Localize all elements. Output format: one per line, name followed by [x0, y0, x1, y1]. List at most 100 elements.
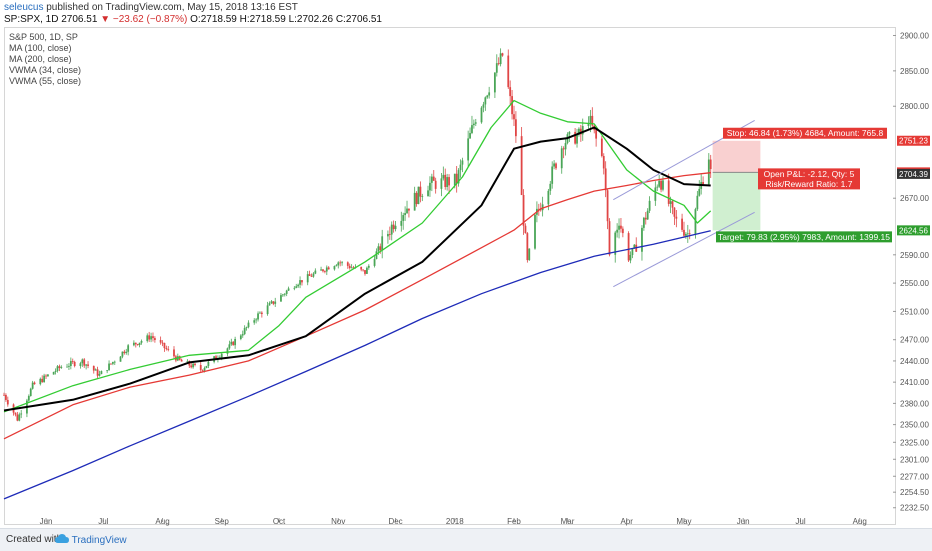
tradingview-brand[interactable]: TradingView [55, 533, 127, 546]
legend-item-ma200[interactable]: MA (200, close) [9, 54, 72, 64]
candle-body [568, 131, 571, 135]
candle-body [173, 349, 175, 357]
candle-body [604, 168, 607, 191]
legend-item-symbol[interactable]: S&P 500, 1D, SP [9, 32, 78, 42]
candle-body [266, 305, 269, 315]
candle-body [480, 107, 483, 123]
candle-body [125, 351, 128, 354]
candle-body [110, 363, 112, 365]
series-line [3, 172, 711, 440]
candle-body [446, 177, 449, 187]
candle-body [348, 265, 351, 268]
x-tick-label: Sep [215, 517, 230, 526]
candle-body [96, 369, 99, 376]
candle-body [537, 208, 540, 210]
candle-body [152, 336, 154, 339]
author-link[interactable]: seleucus [4, 2, 44, 13]
candle-body [205, 365, 208, 368]
candle-body [497, 63, 500, 65]
candle-body [322, 269, 324, 272]
candle-body [648, 200, 651, 211]
candle-body [239, 335, 242, 339]
candle-body [671, 201, 674, 208]
candle-body [388, 234, 391, 235]
candle-body [364, 270, 366, 274]
candle-body [453, 173, 456, 186]
candle-body [58, 366, 61, 368]
rr-label-bg [758, 178, 860, 190]
footer-bar: Created with TradingView [0, 528, 932, 551]
x-tick-label: May [676, 517, 691, 526]
candle-body [442, 174, 445, 179]
candle-body [194, 363, 196, 366]
candle-body [41, 378, 44, 383]
candle-body [581, 126, 584, 135]
y-tick-label: 2550.00 [900, 279, 929, 288]
candle-body [373, 258, 376, 266]
candle-body [287, 288, 290, 291]
y-tick-label: 2232.50 [900, 504, 929, 513]
channel-lower [613, 211, 755, 288]
candle-body [392, 224, 395, 230]
candle-body [507, 55, 510, 88]
symbol-label: SP:SPX, 1D [4, 14, 59, 25]
candle-body [541, 204, 544, 211]
candle-body [161, 342, 164, 344]
target-zone [712, 172, 761, 231]
candle-body [549, 183, 552, 191]
candle-body [245, 327, 248, 328]
candle-body [614, 232, 617, 255]
candle-body [457, 170, 460, 184]
candle-body [522, 195, 525, 226]
candle-body [85, 364, 88, 366]
candle-body [268, 303, 271, 306]
candle-body [31, 382, 34, 389]
candle-body [192, 363, 194, 368]
candle-body [406, 208, 408, 214]
legend-item-ma100[interactable]: MA (100, close) [9, 43, 72, 53]
candle-body [486, 95, 489, 98]
x-tick-label: Jun [40, 517, 53, 526]
candle-body [92, 365, 95, 371]
candle-body [52, 372, 55, 375]
candle-body [207, 361, 210, 366]
candle-body [94, 369, 97, 371]
candle-body [662, 180, 664, 190]
candle-body [241, 334, 244, 336]
candle-body [600, 138, 603, 157]
candle-body [455, 173, 458, 184]
legend-item-vwma55[interactable]: VWMA (55, close) [9, 76, 82, 86]
candle-body [283, 293, 286, 295]
stop-zone [712, 140, 761, 173]
candle-body [642, 217, 645, 228]
candle-body [387, 234, 389, 237]
candle-body [295, 286, 298, 288]
candle-body [339, 262, 342, 264]
candle-body [528, 248, 531, 261]
x-tick-label: Nov [331, 517, 345, 526]
x-tick-label: Jun [737, 517, 750, 526]
x-tick-label: Oct [273, 517, 286, 526]
x-tick-label: Aug [853, 517, 867, 526]
candle-body [469, 133, 471, 139]
candle-body [320, 269, 322, 271]
candle-body [18, 414, 21, 421]
candle-body [243, 327, 246, 335]
candle-body [621, 228, 624, 234]
price-chart[interactable]: Stop: 46.84 (1.73%) 4684, Amount: 765.8 O… [0, 0, 932, 528]
candle-body [415, 192, 418, 205]
candle-body [201, 369, 204, 371]
y-tick-label: 2670.00 [900, 194, 929, 203]
candle-body [226, 348, 229, 354]
candle-body [108, 363, 110, 371]
candle-body [79, 363, 82, 367]
candle-body [146, 335, 149, 341]
candle-body [190, 365, 193, 368]
legend-item-vwma34[interactable]: VWMA (34, close) [9, 65, 82, 75]
candle-body [333, 266, 336, 270]
candle-body [163, 342, 166, 349]
candle-body [474, 122, 477, 124]
x-tick-label: Aug [155, 517, 169, 526]
pnl-label-bg [758, 168, 860, 180]
price-axis: 2232.50 2254.50 2277.00 2301.00 2325.00 2350.… [893, 31, 930, 513]
